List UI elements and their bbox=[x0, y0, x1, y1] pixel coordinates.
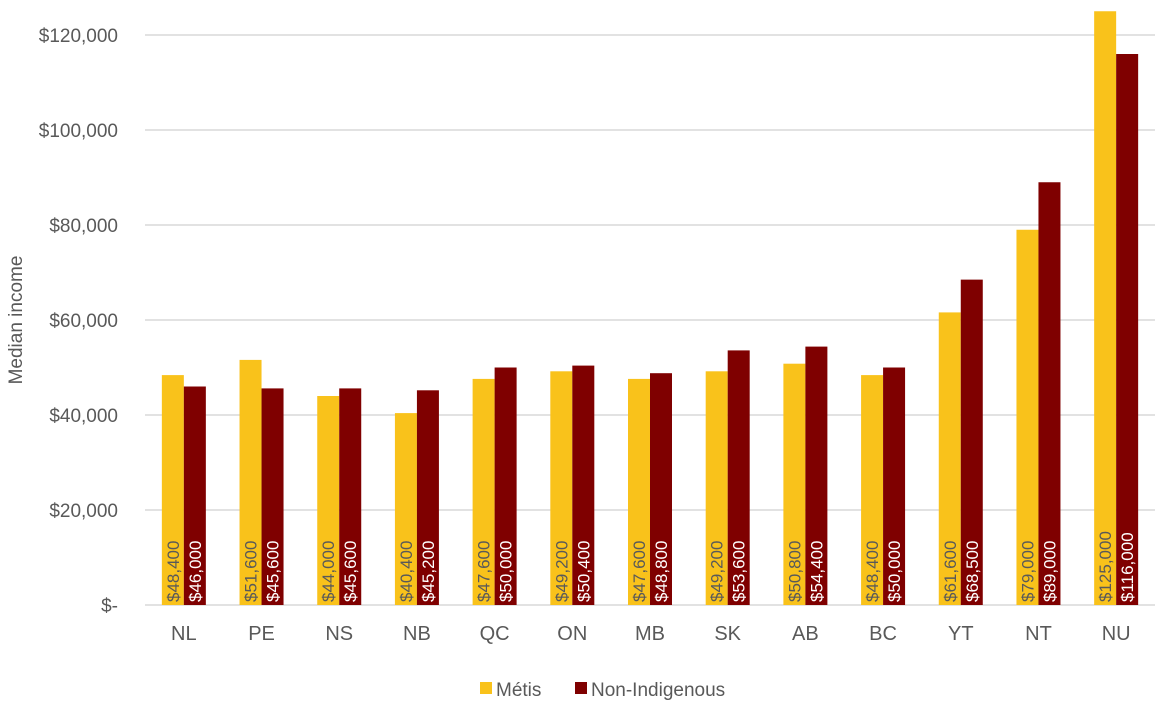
bar-metis bbox=[550, 371, 573, 605]
bar-non-indigenous bbox=[1116, 54, 1139, 605]
x-tick-label: NU bbox=[1102, 623, 1131, 645]
y-tick-label: $100,000 bbox=[39, 121, 118, 142]
bar-metis bbox=[938, 312, 961, 605]
bars: $48,400 $46,000 $51,600 $45,600 $44,000 $45,6… bbox=[161, 11, 1139, 605]
y-tick-label: $80,000 bbox=[49, 216, 118, 237]
data-label: $47,600 bbox=[475, 541, 494, 602]
y-tick-label: $120,000 bbox=[39, 26, 118, 47]
y-tick-label: $40,000 bbox=[49, 406, 118, 427]
x-tick-label: PE bbox=[248, 623, 275, 645]
y-tick-label: $60,000 bbox=[49, 311, 118, 332]
data-label: $50,000 bbox=[497, 541, 516, 602]
bar-non-indigenous bbox=[416, 390, 439, 605]
legend: Métis Non-Indigenous bbox=[480, 680, 725, 701]
bar-metis bbox=[705, 371, 728, 605]
x-tick-label: BC bbox=[869, 623, 897, 645]
bar-metis bbox=[783, 363, 806, 605]
data-label: $48,400 bbox=[863, 541, 882, 602]
data-label: $89,000 bbox=[1040, 541, 1059, 602]
x-tick-label: QC bbox=[480, 623, 510, 645]
x-axis-labels: NL PE NS NB QC ON MB SK AB BC YT NT NU bbox=[171, 623, 1131, 645]
bar-metis bbox=[394, 413, 417, 605]
x-tick-label: NB bbox=[403, 623, 431, 645]
bar-metis bbox=[1094, 11, 1117, 605]
bar-metis bbox=[628, 378, 650, 605]
data-label: $45,600 bbox=[341, 541, 360, 602]
data-label: $50,400 bbox=[574, 541, 593, 602]
y-tick-label: $- bbox=[101, 596, 118, 617]
data-label: $53,600 bbox=[730, 541, 749, 602]
x-tick-label: ON bbox=[557, 623, 587, 645]
bar-non-indigenous bbox=[960, 279, 983, 605]
data-label: $54,400 bbox=[807, 541, 826, 602]
legend-label: Non-Indigenous bbox=[591, 680, 725, 701]
data-label: $61,600 bbox=[941, 541, 960, 602]
data-label: $51,600 bbox=[242, 541, 261, 602]
data-label: $49,200 bbox=[552, 541, 571, 602]
legend-swatch bbox=[480, 682, 492, 694]
bar-non-indigenous bbox=[650, 373, 672, 605]
bar-non-indigenous bbox=[183, 386, 206, 605]
data-label: $48,400 bbox=[164, 541, 183, 602]
bar-non-indigenous bbox=[805, 346, 828, 605]
bar-non-indigenous bbox=[261, 388, 284, 605]
bar-non-indigenous bbox=[1038, 182, 1061, 605]
bar-non-indigenous bbox=[494, 367, 517, 605]
x-tick-label: MB bbox=[635, 623, 665, 645]
data-label: $44,000 bbox=[319, 541, 338, 602]
x-tick-label: NT bbox=[1025, 623, 1052, 645]
legend-swatch bbox=[575, 682, 587, 694]
x-tick-label: AB bbox=[792, 623, 819, 645]
data-label: $79,000 bbox=[1018, 541, 1037, 602]
bar-metis bbox=[472, 378, 495, 605]
x-tick-label: SK bbox=[714, 623, 741, 645]
data-label: $50,000 bbox=[885, 541, 904, 602]
bar-non-indigenous bbox=[727, 350, 750, 605]
legend-label: Métis bbox=[496, 680, 541, 701]
bar-non-indigenous bbox=[572, 365, 595, 605]
data-label: $49,200 bbox=[708, 541, 727, 602]
data-label: $48,800 bbox=[652, 541, 671, 602]
x-tick-label: NL bbox=[171, 623, 197, 645]
data-label: $45,600 bbox=[264, 541, 283, 602]
bar-non-indigenous bbox=[339, 388, 362, 605]
bar-metis bbox=[317, 396, 340, 605]
data-label: $116,000 bbox=[1118, 532, 1137, 602]
bar-non-indigenous bbox=[883, 367, 906, 605]
y-axis-label: Median income bbox=[6, 256, 27, 385]
data-label: $50,800 bbox=[785, 541, 804, 602]
data-label: $68,500 bbox=[963, 541, 982, 602]
bar-metis bbox=[1016, 229, 1039, 605]
data-label: $125,000 bbox=[1096, 531, 1115, 602]
y-axis-ticks: $- $20,000 $40,000 $60,000 $80,000 $100,000 $1… bbox=[39, 26, 118, 617]
y-tick-label: $20,000 bbox=[49, 501, 118, 522]
data-label: $46,000 bbox=[186, 541, 205, 602]
data-label: $47,600 bbox=[630, 541, 649, 602]
bar-metis bbox=[861, 375, 884, 605]
bar-metis bbox=[161, 375, 184, 605]
x-tick-label: NS bbox=[325, 623, 353, 645]
data-label: $45,200 bbox=[419, 541, 438, 602]
bar-metis bbox=[239, 359, 262, 605]
x-tick-label: YT bbox=[948, 623, 974, 645]
data-label: $40,400 bbox=[397, 541, 416, 602]
